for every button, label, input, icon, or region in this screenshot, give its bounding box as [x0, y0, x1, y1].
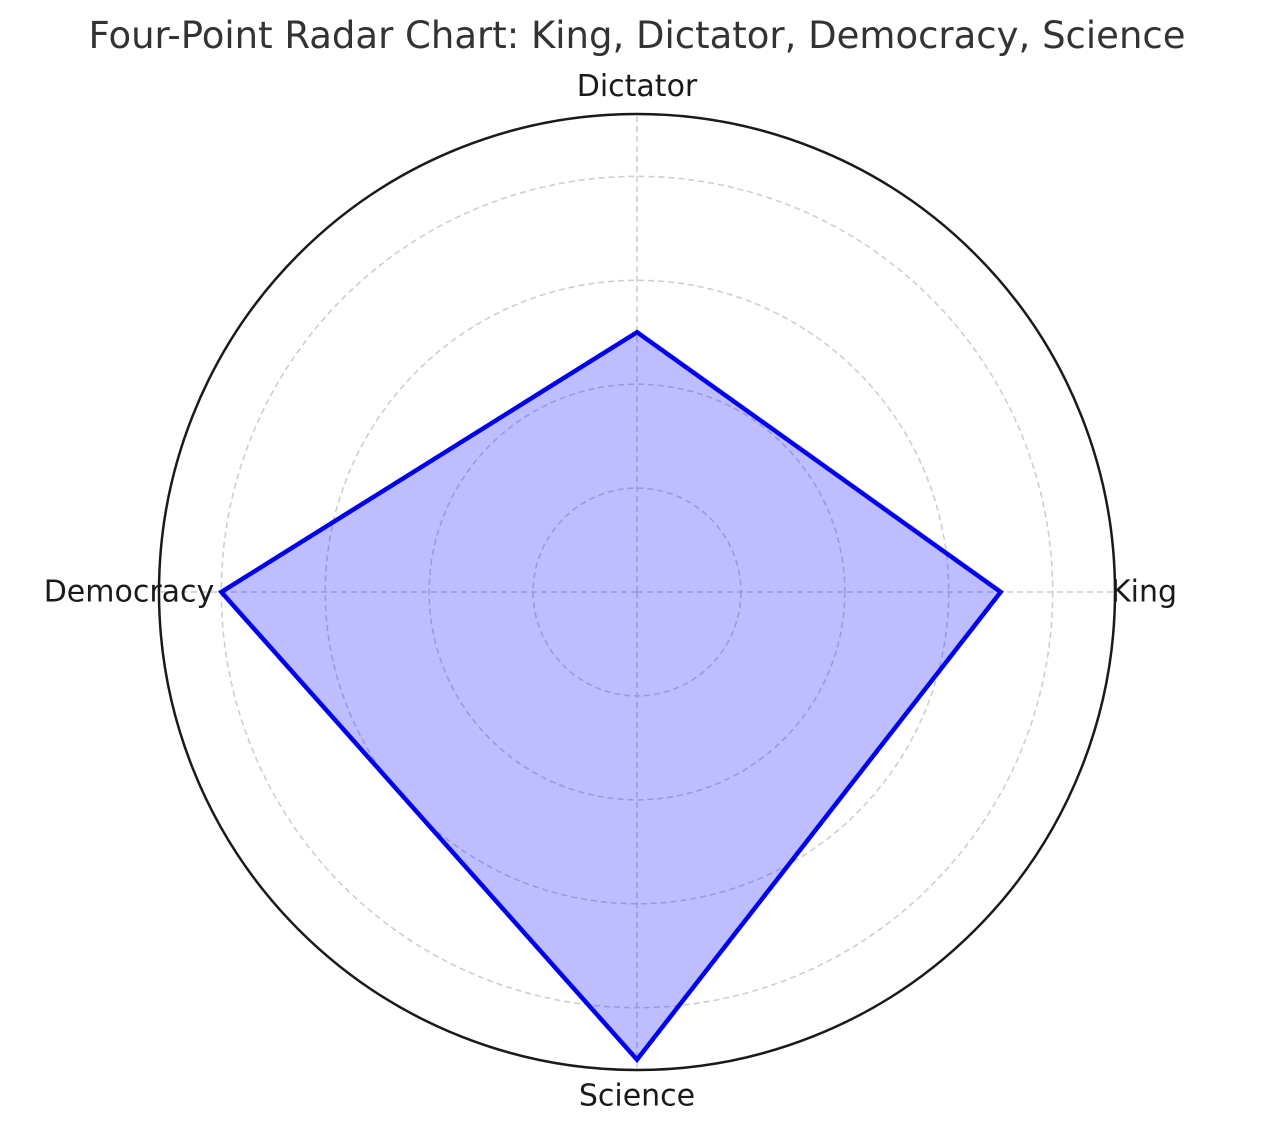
radar-series — [217, 329, 1004, 1064]
axis-label-dictator: Dictator — [577, 69, 698, 104]
radar-grid — [157, 112, 1117, 1072]
axis-label-king: King — [1111, 575, 1177, 610]
axis-labels: King Dictator Democracy Science — [44, 69, 1177, 1114]
chart-title: Four-Point Radar Chart: King, Dictator, … — [88, 14, 1186, 57]
outer-circle — [157, 112, 1117, 1072]
series-fill-area — [221, 332, 1001, 1060]
grid-circle-2 — [428, 383, 846, 801]
axis-label-democracy: Democracy — [44, 575, 215, 610]
axis-label-science: Science — [579, 1079, 695, 1114]
